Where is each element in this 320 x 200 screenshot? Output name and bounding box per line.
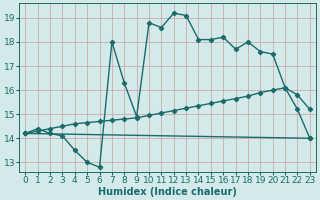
X-axis label: Humidex (Indice chaleur): Humidex (Indice chaleur) bbox=[98, 187, 237, 197]
